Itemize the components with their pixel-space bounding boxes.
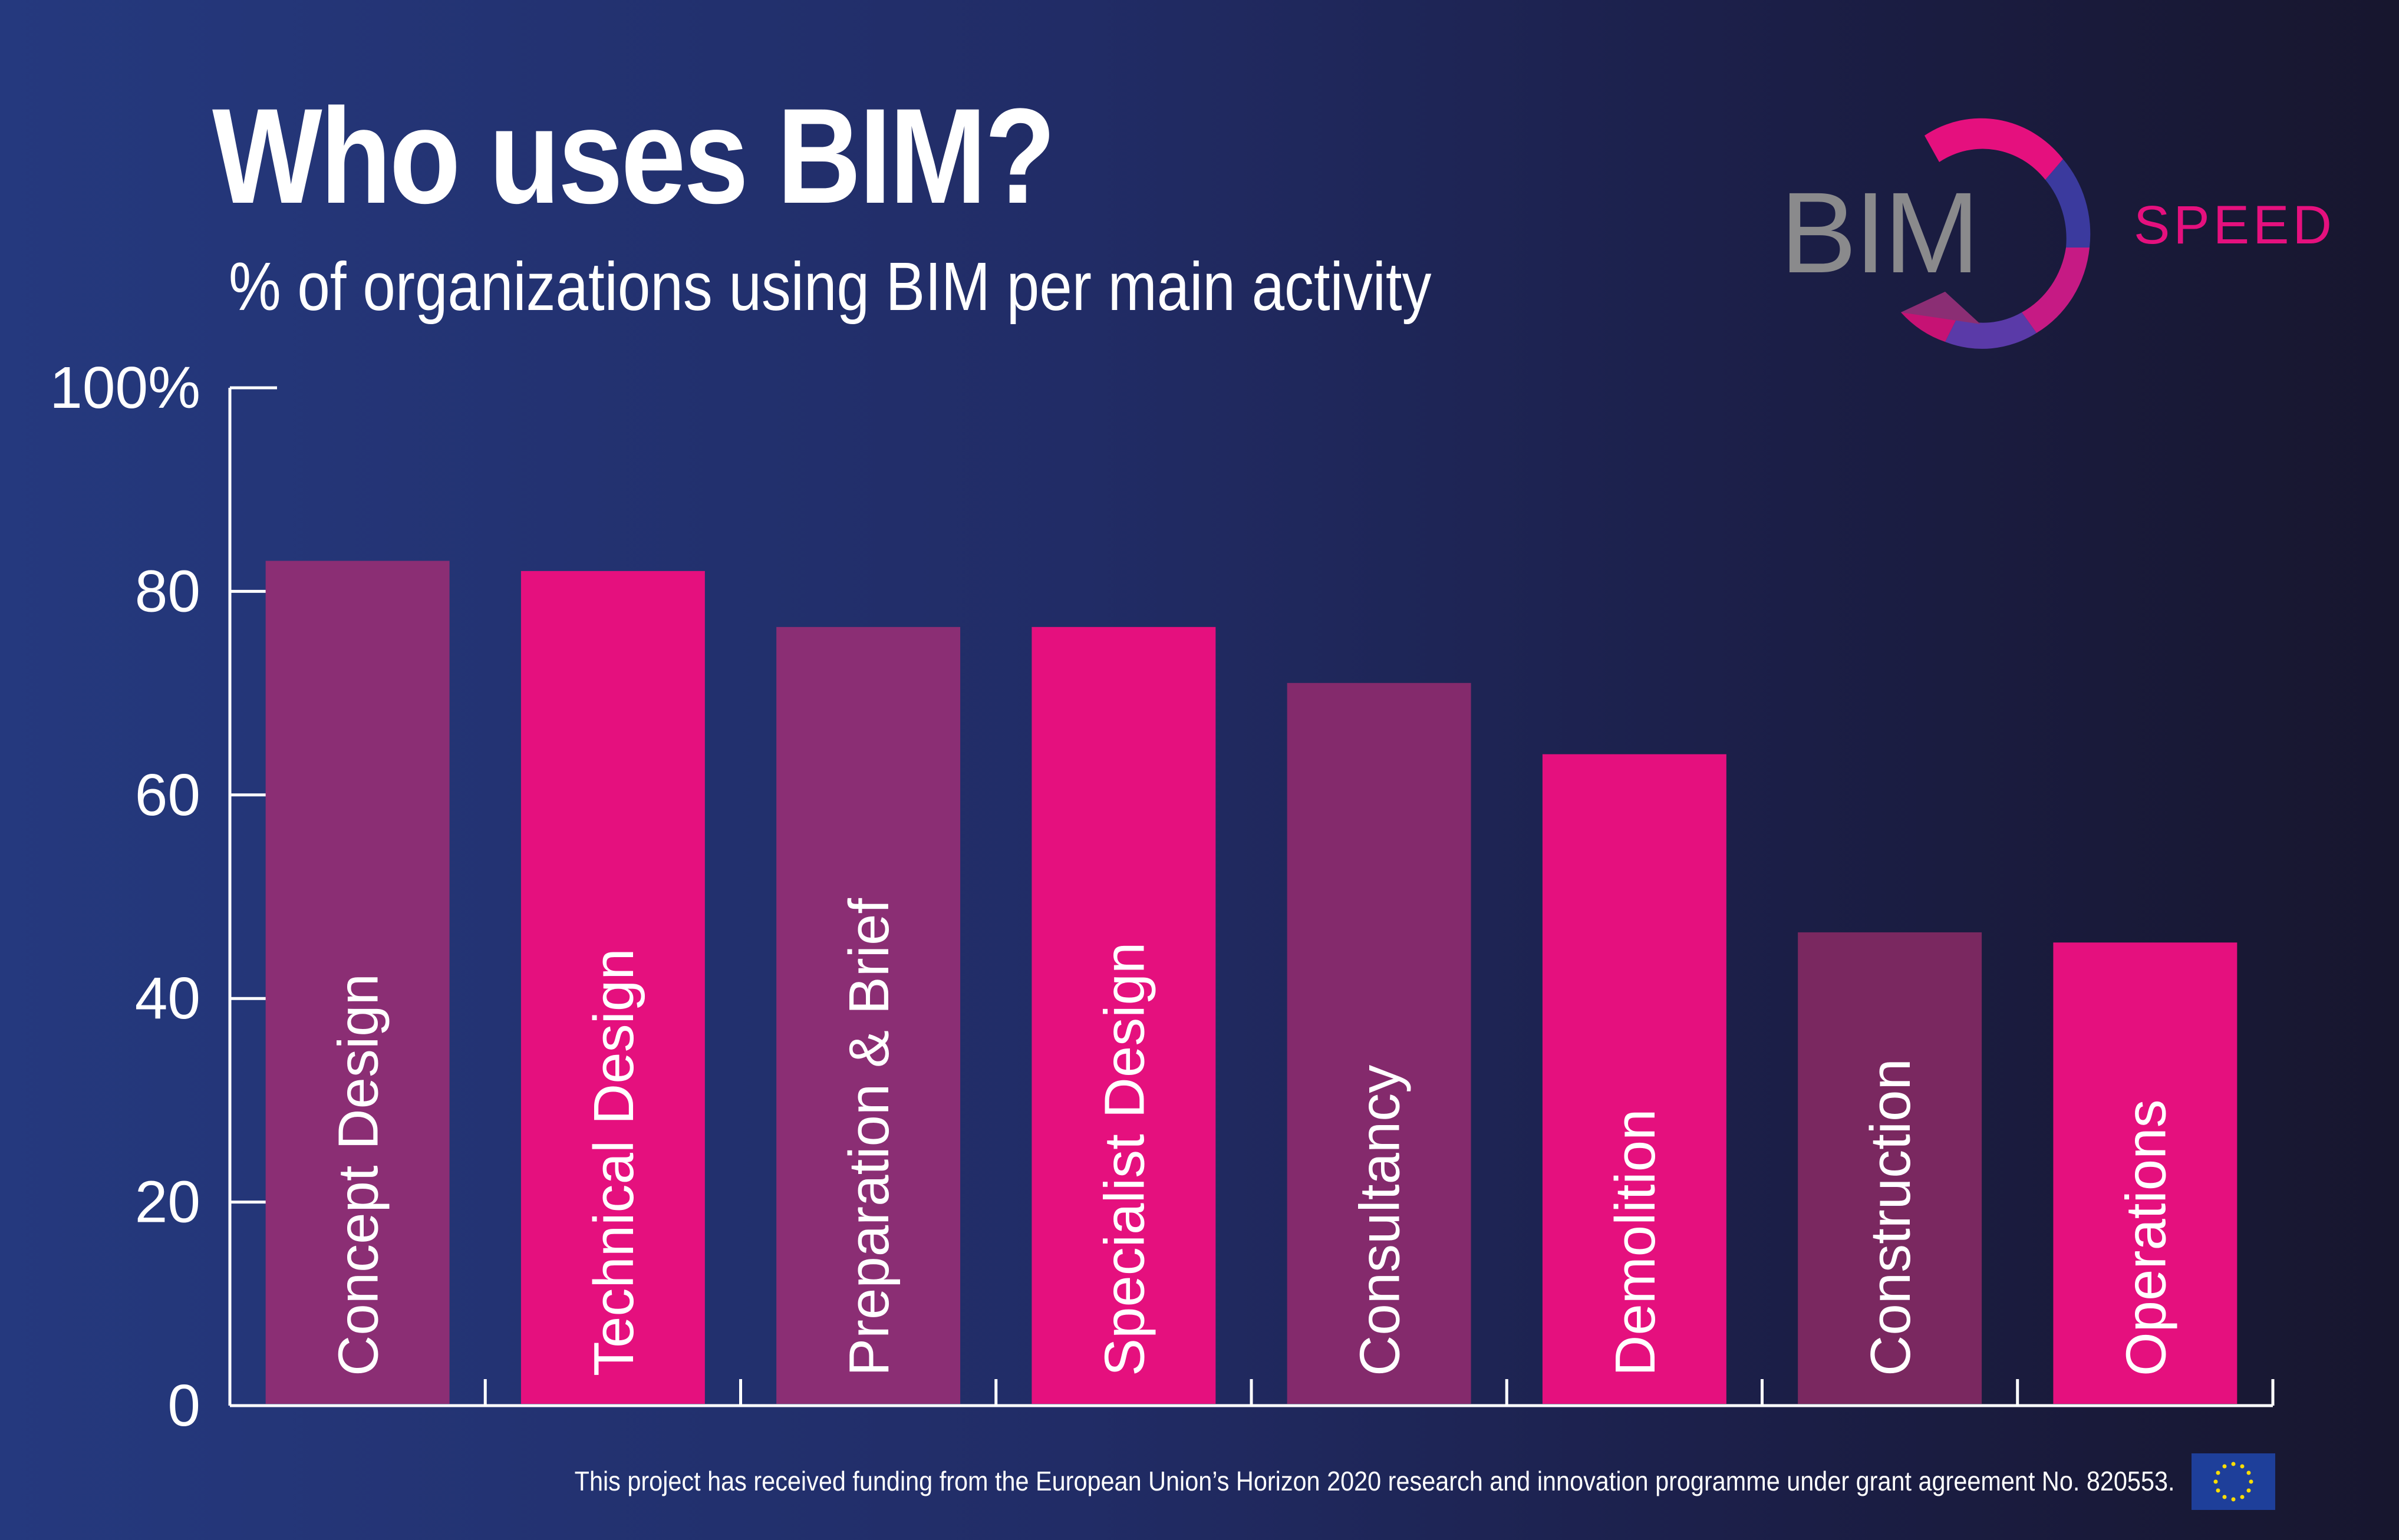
eu-star <box>2240 1464 2245 1469</box>
y-tick-label: 100% <box>50 355 200 421</box>
eu-star <box>2216 1488 2220 1493</box>
bar <box>1032 626 1216 1404</box>
funding-footer: This project has received funding from t… <box>575 1466 2175 1496</box>
eu-flag-icon <box>2192 1453 2275 1510</box>
eu-star <box>2222 1495 2227 1499</box>
bar-category-label: Demolition <box>1604 1109 1667 1376</box>
eu-star <box>2231 1462 2236 1466</box>
bar <box>265 560 450 1404</box>
bar <box>1542 754 1726 1404</box>
bim-speed-logo: BIM SPEED <box>1780 88 2332 418</box>
bar-category-label: Technical Design <box>582 948 645 1376</box>
y-tick-label: 40 <box>135 965 200 1031</box>
bar-category-label: Construction <box>1859 1058 1922 1376</box>
eu-star <box>2216 1470 2220 1475</box>
bar <box>1798 932 1982 1404</box>
y-tick-label: 20 <box>135 1169 200 1235</box>
bar-category-label: Operations <box>2114 1099 2177 1376</box>
chart-subtitle: % of organizations using BIM per main ac… <box>229 248 1432 325</box>
eu-star <box>2240 1495 2245 1499</box>
bar-category-label: Concept Design <box>327 974 390 1376</box>
spiral-logo-icon <box>1901 118 2091 349</box>
eu-star <box>2249 1479 2253 1484</box>
eu-star <box>2213 1479 2218 1484</box>
logo-text: BIM <box>1780 169 1980 297</box>
bar <box>2053 942 2237 1404</box>
bar-category-label: Preparation & Brief <box>838 898 901 1376</box>
bar-category-label: Specialist Design <box>1093 942 1156 1376</box>
bar <box>776 626 961 1404</box>
eu-star <box>2246 1488 2251 1493</box>
y-tick-label: 0 <box>167 1373 200 1439</box>
logo-tagline: SPEED <box>2134 195 2335 255</box>
eu-star <box>2231 1497 2236 1502</box>
chart-title: Who uses BIM? <box>212 80 1056 232</box>
y-tick-label: 60 <box>135 762 200 828</box>
bar <box>520 571 705 1404</box>
eu-star <box>2222 1464 2227 1469</box>
bar <box>1287 682 1471 1404</box>
eu-star <box>2246 1470 2251 1475</box>
bar-category-label: Consultancy <box>1349 1065 1412 1376</box>
y-tick-label: 80 <box>135 558 200 624</box>
